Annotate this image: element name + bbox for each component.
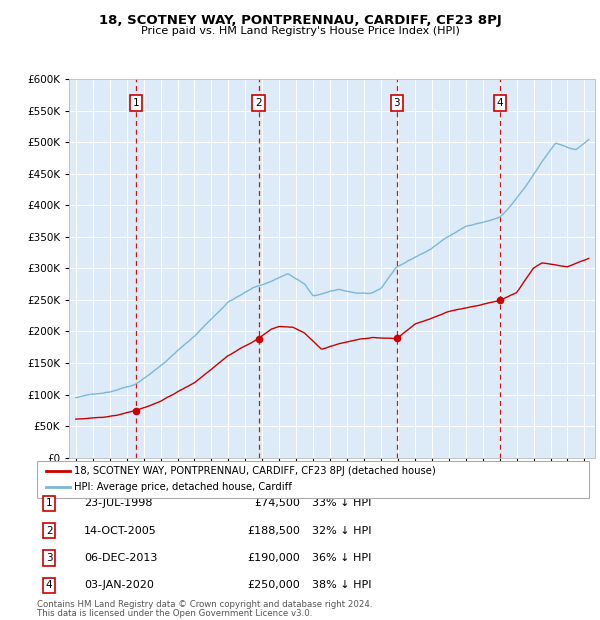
Text: 1: 1 — [46, 498, 53, 508]
Text: This data is licensed under the Open Government Licence v3.0.: This data is licensed under the Open Gov… — [37, 608, 313, 618]
Text: 4: 4 — [46, 580, 53, 590]
Text: 32% ↓ HPI: 32% ↓ HPI — [312, 526, 371, 536]
Text: 1: 1 — [133, 98, 139, 108]
Text: 06-DEC-2013: 06-DEC-2013 — [84, 553, 157, 563]
Text: 3: 3 — [394, 98, 400, 108]
Text: 14-OCT-2005: 14-OCT-2005 — [84, 526, 157, 536]
Text: 2: 2 — [255, 98, 262, 108]
Text: £190,000: £190,000 — [247, 553, 300, 563]
Text: 33% ↓ HPI: 33% ↓ HPI — [312, 498, 371, 508]
Text: 03-JAN-2020: 03-JAN-2020 — [84, 580, 154, 590]
Text: 36% ↓ HPI: 36% ↓ HPI — [312, 553, 371, 563]
Text: £188,500: £188,500 — [247, 526, 300, 536]
Text: 23-JUL-1998: 23-JUL-1998 — [84, 498, 152, 508]
Text: HPI: Average price, detached house, Cardiff: HPI: Average price, detached house, Card… — [74, 482, 292, 492]
Text: £74,500: £74,500 — [254, 498, 300, 508]
Text: Contains HM Land Registry data © Crown copyright and database right 2024.: Contains HM Land Registry data © Crown c… — [37, 600, 373, 609]
Text: 18, SCOTNEY WAY, PONTPRENNAU, CARDIFF, CF23 8PJ: 18, SCOTNEY WAY, PONTPRENNAU, CARDIFF, C… — [98, 14, 502, 27]
Text: 18, SCOTNEY WAY, PONTPRENNAU, CARDIFF, CF23 8PJ (detached house): 18, SCOTNEY WAY, PONTPRENNAU, CARDIFF, C… — [74, 466, 436, 476]
Text: £250,000: £250,000 — [247, 580, 300, 590]
Text: Price paid vs. HM Land Registry's House Price Index (HPI): Price paid vs. HM Land Registry's House … — [140, 26, 460, 36]
Text: 38% ↓ HPI: 38% ↓ HPI — [312, 580, 371, 590]
Text: 3: 3 — [46, 553, 53, 563]
Text: 2: 2 — [46, 526, 53, 536]
Text: 4: 4 — [497, 98, 503, 108]
